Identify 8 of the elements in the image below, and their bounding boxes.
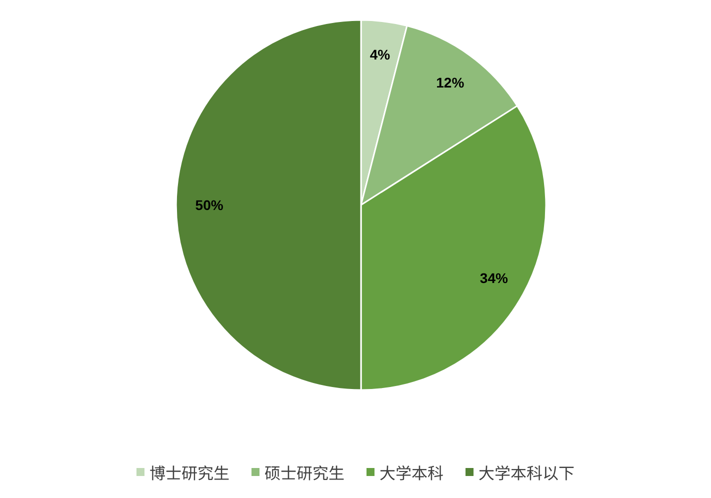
data-label: 4%: [370, 46, 391, 62]
data-label: 34%: [480, 270, 508, 286]
legend-label: 大学本科以下: [478, 460, 575, 484]
legend-label: 大学本科: [380, 460, 444, 484]
legend-label: 硕士研究生: [264, 460, 344, 484]
legend-label: 博士研究生: [149, 460, 230, 484]
data-label: 50%: [195, 197, 224, 213]
data-label: 12%: [436, 74, 465, 90]
